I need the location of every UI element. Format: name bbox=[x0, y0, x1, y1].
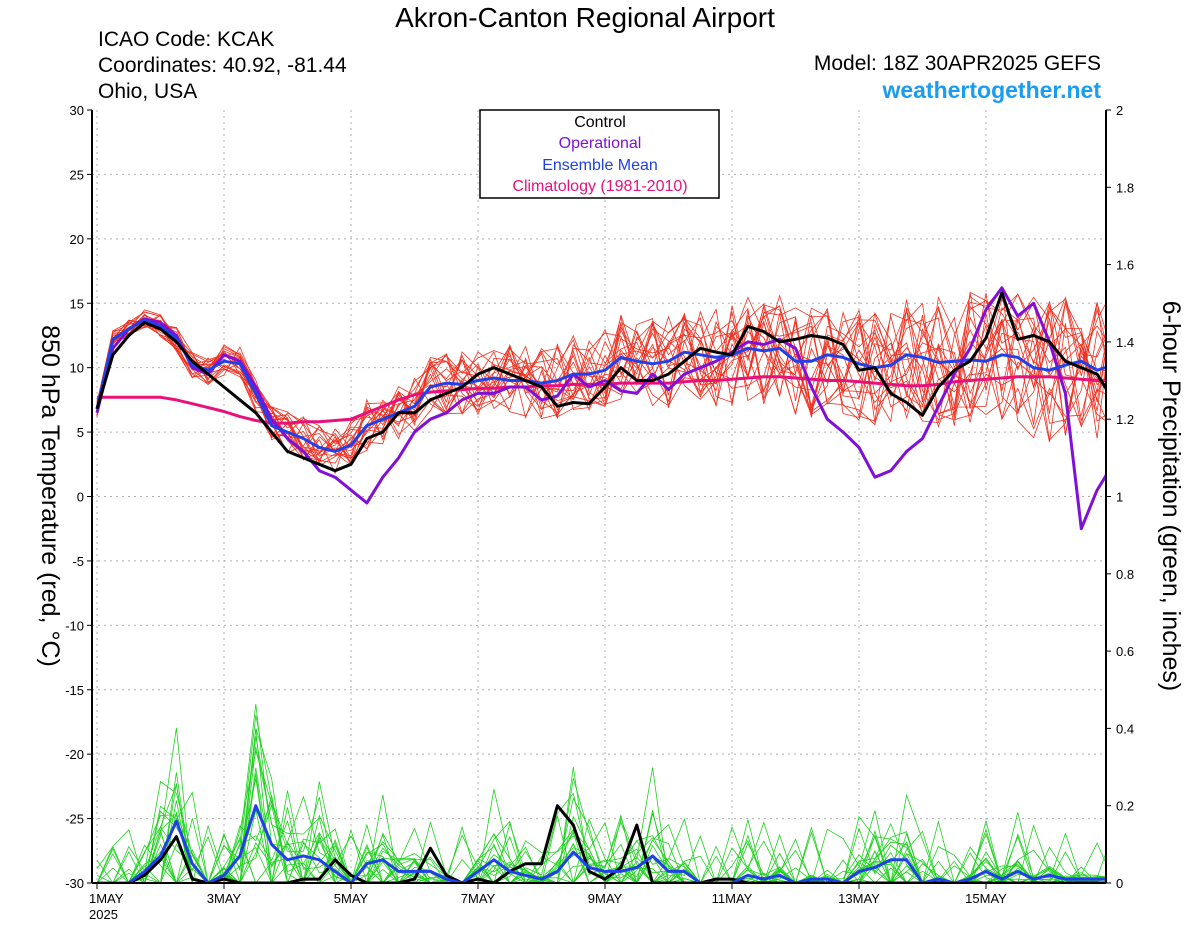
y2-tick-label: 0.6 bbox=[1116, 644, 1134, 659]
control-temp-line bbox=[95, 291, 1106, 473]
y2-tick-label: 1 bbox=[1116, 490, 1123, 505]
x-tick-label: 9MAY bbox=[588, 891, 623, 906]
legend-climatology: Climatology (1981-2010) bbox=[512, 178, 687, 195]
y-tick-label: 25 bbox=[70, 167, 84, 182]
x-tick-label: 5MAY bbox=[334, 891, 369, 906]
y2-tick-label: 2 bbox=[1116, 103, 1123, 118]
y-tick-label: 10 bbox=[70, 361, 84, 376]
y2-tick-label: 0 bbox=[1116, 876, 1123, 891]
x-tick-label: 13MAY bbox=[838, 891, 880, 906]
x-tick-year: 2025 bbox=[89, 907, 118, 922]
ensemble-member-precip-line bbox=[97, 790, 1106, 883]
ensemble-mean-precip-line bbox=[97, 804, 1106, 883]
y-tick-label: 0 bbox=[77, 490, 84, 505]
ensemble-member-temp-line bbox=[96, 286, 1106, 459]
icao-code: ICAO Code: KCAK bbox=[98, 28, 275, 51]
y-tick-label: -10 bbox=[65, 618, 84, 633]
website-link[interactable]: weathertogether.net bbox=[882, 77, 1101, 103]
x-tick-label: 3MAY bbox=[207, 891, 242, 906]
legend: Control Operational Ensemble Mean Climat… bbox=[479, 109, 720, 199]
y2-tick-label: 0.4 bbox=[1116, 721, 1134, 736]
ensemble-member-temp-line bbox=[96, 296, 1106, 466]
region: Ohio, USA bbox=[98, 80, 198, 103]
y-tick-label: -5 bbox=[72, 554, 84, 569]
y2-axis-label: 6-hour Precipitation (green, inches) bbox=[1157, 301, 1185, 691]
ensemble-member-precip-line bbox=[97, 715, 1106, 883]
y2-tick-label: 1.2 bbox=[1116, 412, 1134, 427]
y-tick-label: 5 bbox=[77, 425, 84, 440]
y-tick-label: -20 bbox=[65, 747, 84, 762]
ensemble-mean-temp-line bbox=[95, 318, 1106, 453]
chart-title: Akron-Canton Regional Airport bbox=[395, 2, 775, 33]
legend-operational: Operational bbox=[559, 135, 642, 152]
y-tick-label: -30 bbox=[65, 876, 84, 891]
ensemble-member-precip-line bbox=[97, 767, 1106, 883]
coordinates: Coordinates: 40.92, -81.44 bbox=[98, 54, 347, 77]
ensemble-member-precip-line bbox=[97, 777, 1106, 883]
y2-tick-label: 1.8 bbox=[1116, 180, 1134, 195]
ensemble-member-precip-line bbox=[97, 772, 1106, 883]
legend-control: Control bbox=[574, 114, 626, 131]
y-tick-label: 15 bbox=[70, 296, 84, 311]
y-tick-label: -25 bbox=[65, 812, 84, 827]
ensemble-member-precip-line bbox=[97, 795, 1106, 883]
ensemble-member-precip-line bbox=[97, 781, 1106, 883]
ensemble-member-precip-line bbox=[96, 815, 1106, 883]
y-tick-label: -15 bbox=[65, 683, 84, 698]
y-tick-label: 30 bbox=[70, 103, 84, 118]
x-tick-label: 7MAY bbox=[461, 891, 496, 906]
model-run: Model: 18Z 30APR2025 GEFS bbox=[813, 52, 1101, 75]
y2-tick-label: 1.6 bbox=[1116, 258, 1134, 273]
ensemble-member-temp-line bbox=[96, 301, 1106, 453]
ensemble-member-temp-line bbox=[96, 296, 1106, 465]
operational-temp-line bbox=[95, 286, 1106, 531]
x-tick-label: 1MAY bbox=[89, 891, 124, 906]
ensemble-member-precip-line bbox=[96, 800, 1106, 883]
ensemble-member-precip-line bbox=[97, 810, 1106, 883]
x-tick-label: 11MAY bbox=[712, 891, 753, 906]
y2-tick-label: 0.2 bbox=[1116, 799, 1134, 814]
y-axis-label: 850 hPa Temperature (red, °C) bbox=[36, 325, 64, 667]
x-tick-label: 15MAY bbox=[965, 891, 1007, 906]
control-precip-line bbox=[97, 804, 1106, 883]
y-tick-label: 20 bbox=[70, 232, 84, 247]
y2-tick-label: 1.4 bbox=[1116, 335, 1134, 350]
y2-tick-label: 0.8 bbox=[1116, 567, 1134, 582]
legend-ensemble-mean: Ensemble Mean bbox=[542, 157, 658, 174]
ensemble-member-precip-line bbox=[96, 746, 1106, 883]
